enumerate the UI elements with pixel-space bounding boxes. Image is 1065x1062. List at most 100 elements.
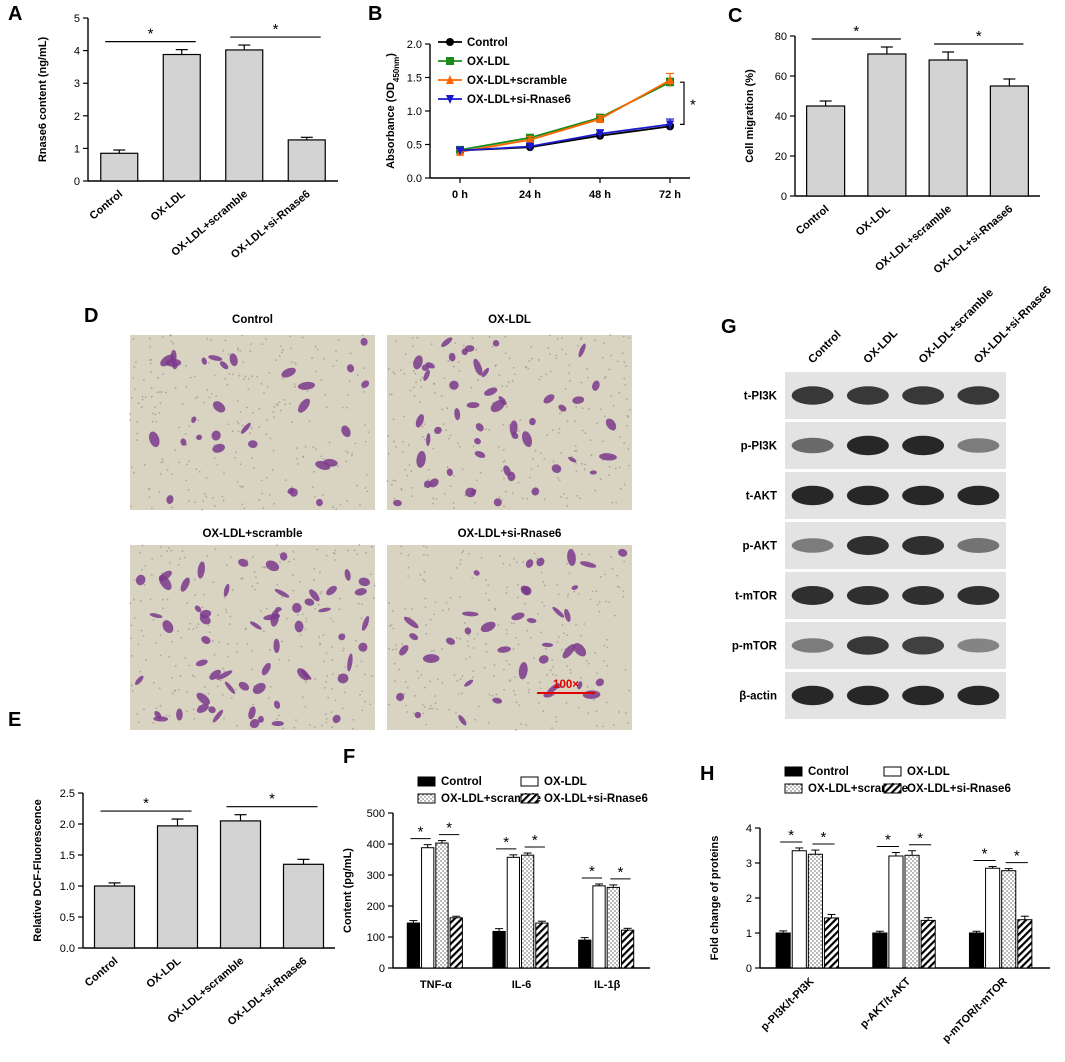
membrane-pore xyxy=(293,726,296,729)
membrane-pore xyxy=(358,544,361,546)
membrane-pore xyxy=(606,646,609,649)
membrane-pore xyxy=(459,678,462,680)
membrane-pore xyxy=(312,446,315,448)
migrated-cell xyxy=(201,636,211,645)
membrane-pore xyxy=(215,395,218,398)
membrane-pore xyxy=(618,586,621,589)
membrane-pore xyxy=(581,462,583,465)
micrograph-background xyxy=(387,335,632,510)
membrane-pore xyxy=(575,406,578,408)
membrane-pore xyxy=(361,709,364,712)
membrane-pore xyxy=(400,488,403,490)
membrane-pore xyxy=(249,350,252,353)
membrane-pore xyxy=(149,337,151,340)
migrated-cell xyxy=(298,398,310,413)
membrane-pore xyxy=(264,338,267,341)
membrane-pore xyxy=(160,461,163,464)
membrane-pore xyxy=(517,481,520,484)
membrane-pore xyxy=(290,486,293,489)
membrane-pore xyxy=(224,339,227,342)
membrane-pore xyxy=(502,460,505,463)
membrane-pore xyxy=(250,427,253,430)
membrane-pore xyxy=(249,432,252,435)
membrane-pore xyxy=(135,361,137,363)
membrane-pore xyxy=(208,396,211,399)
membrane-pore xyxy=(587,407,590,410)
migrated-cell xyxy=(429,478,439,488)
membrane-pore xyxy=(320,378,323,381)
chart-b-legend-label: OX-LDL+si-Rnase6 xyxy=(467,94,571,106)
membrane-pore xyxy=(141,395,144,398)
membrane-pore xyxy=(537,359,540,361)
membrane-pore xyxy=(149,359,151,362)
membrane-pore xyxy=(512,366,515,369)
chart-h-y-tick-label: 1 xyxy=(746,928,752,940)
membrane-pore xyxy=(461,692,463,695)
membrane-pore xyxy=(211,640,214,642)
membrane-pore xyxy=(564,387,567,390)
membrane-pore xyxy=(139,670,142,673)
membrane-pore xyxy=(588,553,591,556)
chart-h-bar xyxy=(823,917,840,969)
membrane-pore xyxy=(240,486,243,489)
membrane-pore xyxy=(278,658,281,661)
membrane-pore xyxy=(186,690,189,693)
membrane-pore xyxy=(140,406,143,409)
membrane-pore xyxy=(187,488,190,491)
membrane-pore xyxy=(236,347,239,350)
chart-f-y-tick-label: 500 xyxy=(367,808,385,820)
membrane-pore xyxy=(150,370,152,373)
membrane-pore xyxy=(623,442,626,444)
blot-band xyxy=(902,586,945,605)
membrane-pore xyxy=(556,583,559,586)
chart-f-category-label: IL-1β xyxy=(594,979,621,991)
membrane-pore xyxy=(505,385,508,388)
membrane-pore xyxy=(361,334,364,337)
membrane-pore xyxy=(364,700,366,703)
membrane-pore xyxy=(355,665,358,667)
membrane-pore xyxy=(161,598,164,601)
membrane-pore xyxy=(615,501,618,504)
migrated-cell xyxy=(223,583,230,597)
membrane-pore xyxy=(419,401,422,403)
membrane-pore xyxy=(608,474,610,477)
membrane-pore xyxy=(429,704,432,707)
migrated-cell xyxy=(270,609,280,627)
membrane-pore xyxy=(334,549,337,552)
migrated-cell xyxy=(240,422,251,434)
membrane-pore xyxy=(505,592,508,594)
membrane-pore xyxy=(356,553,359,556)
membrane-pore xyxy=(555,674,558,677)
migrated-cell xyxy=(595,678,604,687)
membrane-pore xyxy=(568,680,571,682)
membrane-pore xyxy=(360,660,363,663)
membrane-pore xyxy=(612,724,615,726)
membrane-pore xyxy=(192,628,195,630)
membrane-pore xyxy=(334,699,337,702)
membrane-pore xyxy=(212,581,215,584)
membrane-pore xyxy=(237,422,240,425)
membrane-pore xyxy=(235,651,238,654)
membrane-pore xyxy=(320,455,323,458)
membrane-pore xyxy=(462,344,465,347)
membrane-pore xyxy=(536,557,538,560)
membrane-pore xyxy=(165,391,167,394)
chart-e-y-tick-label: 1.0 xyxy=(60,881,75,893)
membrane-pore xyxy=(522,560,524,563)
blot-row-label: p-AKT xyxy=(743,541,778,553)
chart-b-y-axis-label-sub: 450nm xyxy=(392,57,401,82)
membrane-pore xyxy=(551,429,554,432)
migrated-cell xyxy=(279,552,288,561)
membrane-pore xyxy=(606,664,609,667)
chart-c-significance-star: * xyxy=(976,28,982,45)
membrane-pore xyxy=(177,630,180,632)
migrated-cell xyxy=(473,358,483,376)
micrograph-title: OX-LDL+scramble xyxy=(202,528,302,540)
membrane-pore xyxy=(342,707,344,710)
chart-h-significance-star: * xyxy=(885,832,891,849)
membrane-pore xyxy=(187,627,190,630)
membrane-pore xyxy=(308,420,311,423)
membrane-pore xyxy=(515,701,518,704)
membrane-pore xyxy=(313,471,315,473)
membrane-pore xyxy=(519,419,522,422)
